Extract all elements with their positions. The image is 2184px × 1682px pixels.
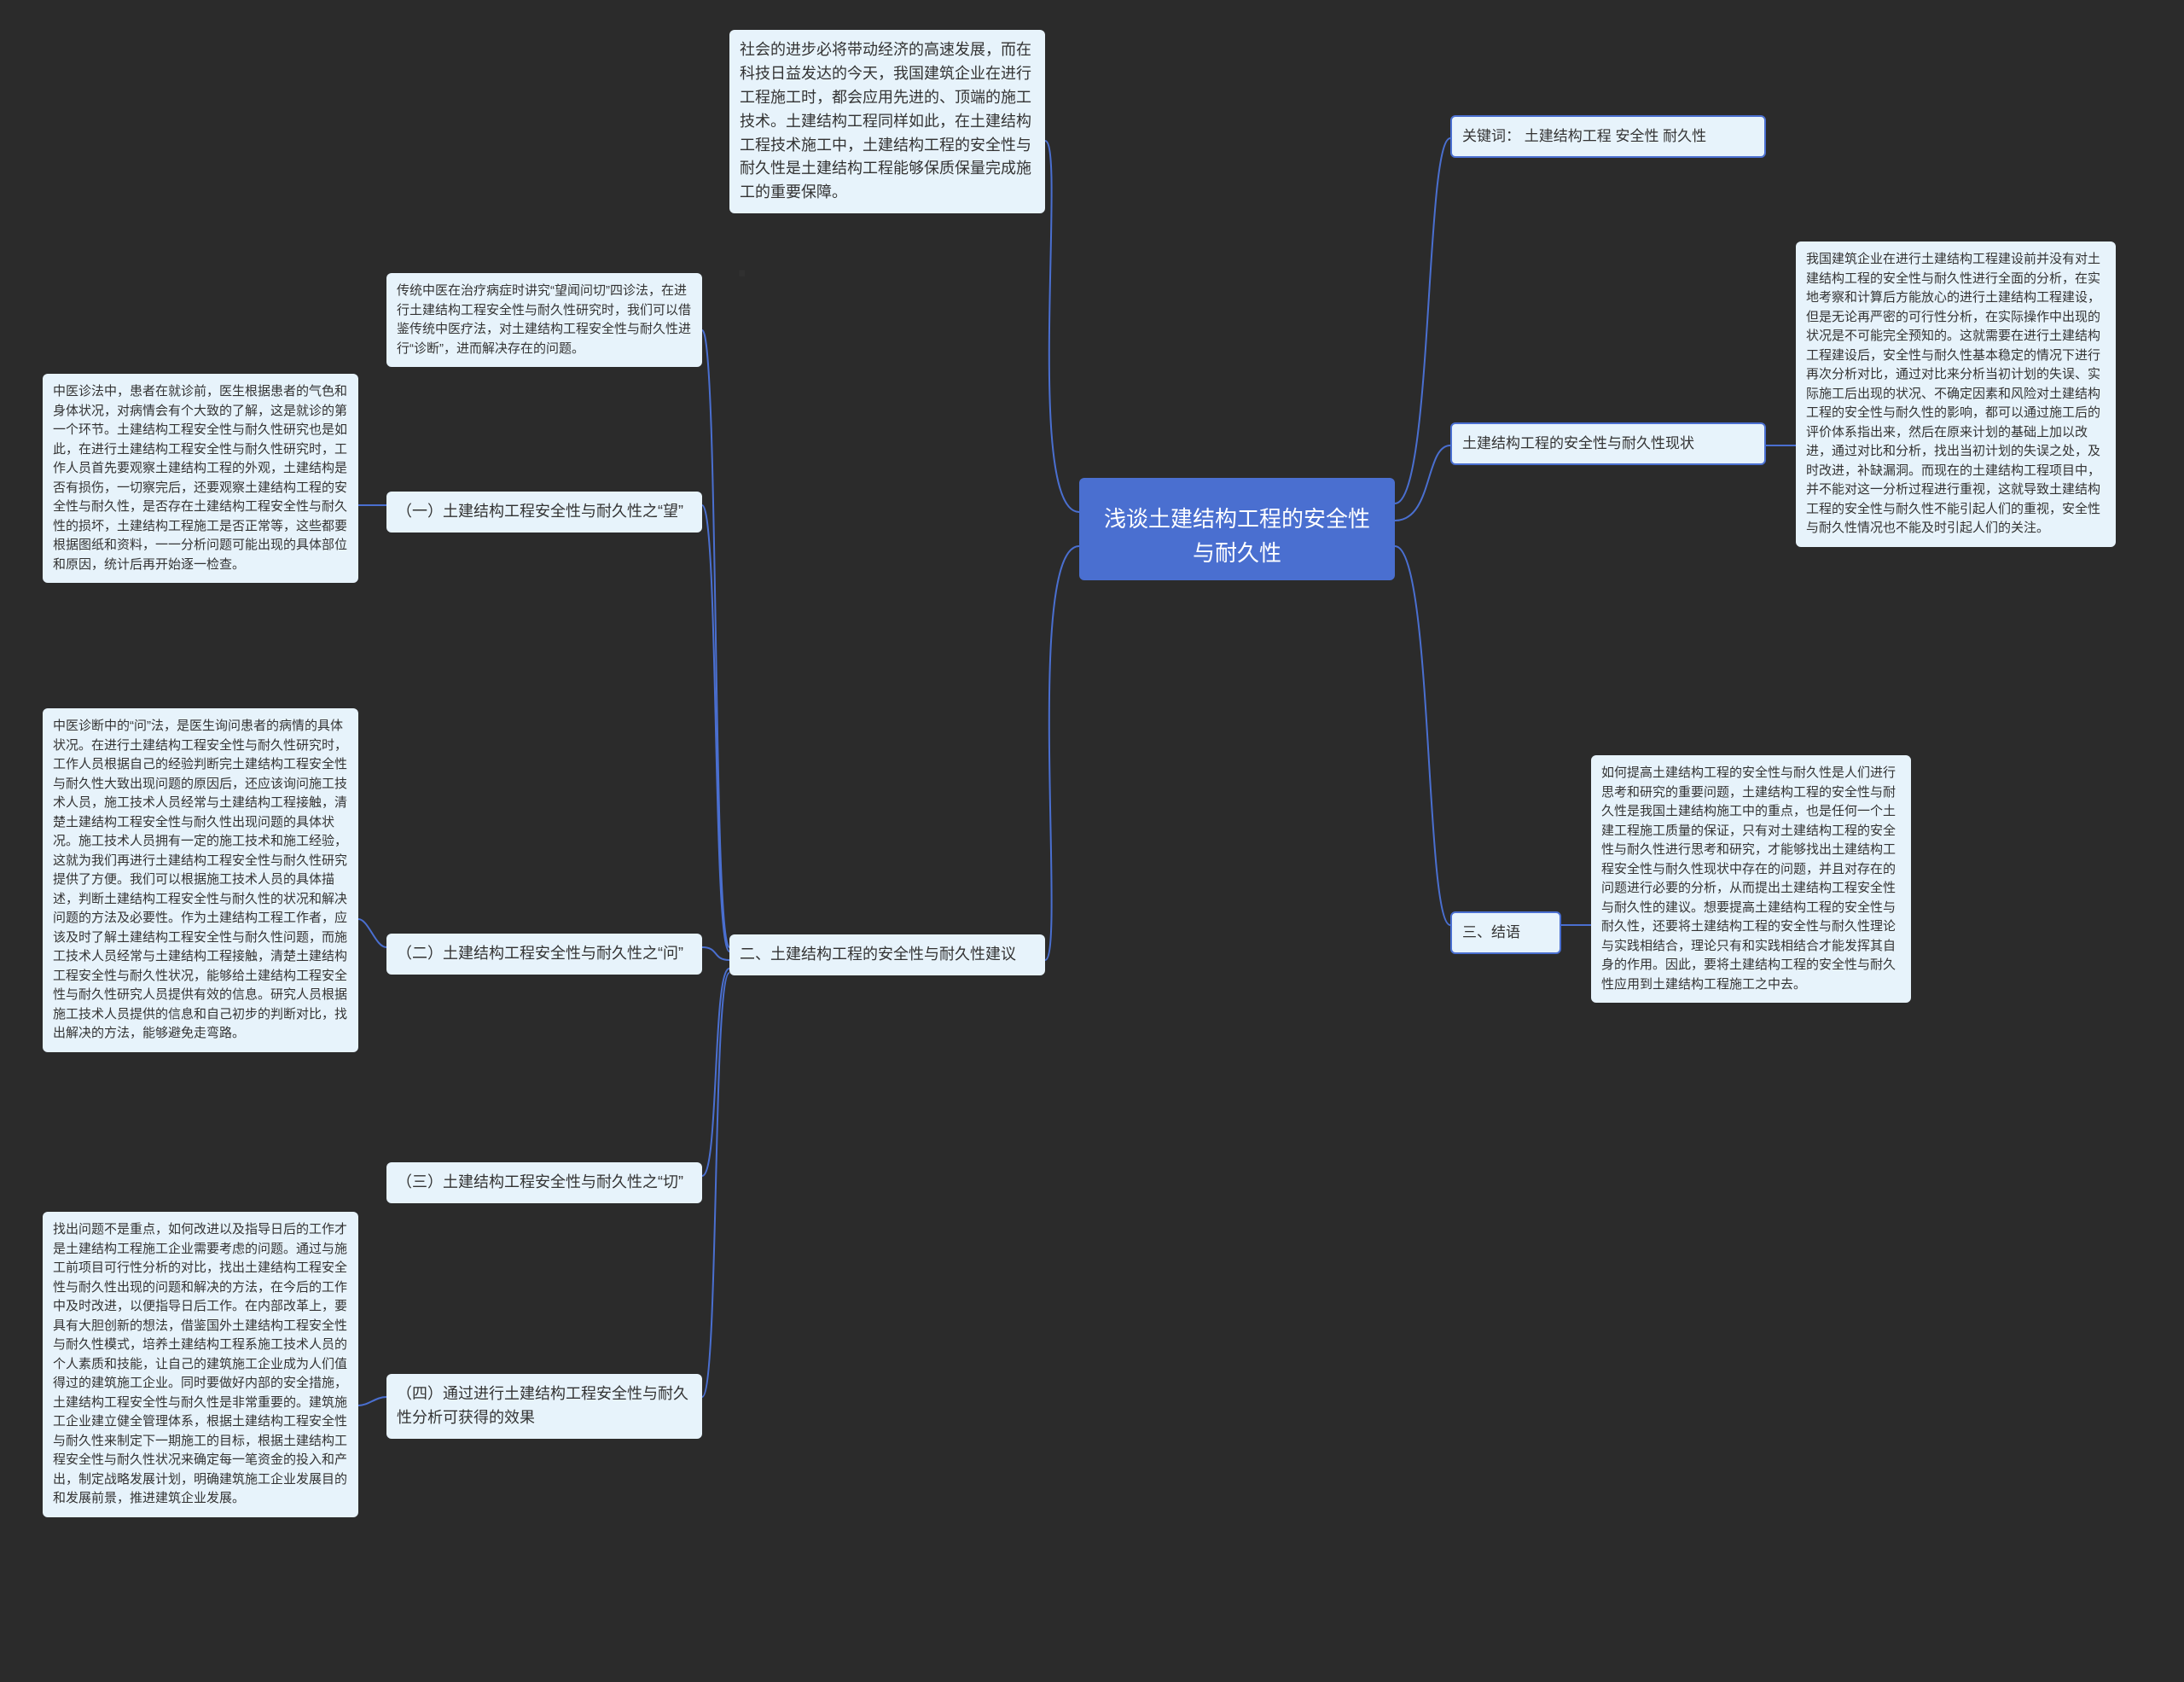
conclusion-node[interactable]: 三、结语 xyxy=(1450,911,1561,954)
keyword-node[interactable]: 关键词： 土建结构工程 安全性 耐久性 xyxy=(1450,115,1766,158)
mindmap-canvas: . 浅谈土建结构工程的安全性与耐久性 社会的进步必将带动经济的高速发展，而在科技… xyxy=(0,0,2184,1682)
conclusion-detail[interactable]: 如何提高土建结构工程的安全性与耐久性是人们进行思考和研究的重要问题，土建结构工程… xyxy=(1591,755,1911,1003)
sub-intro2-node[interactable]: 传统中医在治疗病症时讲究“望闻问切”四诊法，在进行土建结构工程安全性与耐久性研究… xyxy=(386,273,702,367)
sub-intro2-text: 传统中医在治疗病症时讲究“望闻问切”四诊法，在进行土建结构工程安全性与耐久性研究… xyxy=(397,283,691,356)
watermark: . xyxy=(734,222,750,290)
item-4[interactable]: （四）通过进行土建结构工程安全性与耐久性分析可获得的效果 xyxy=(386,1374,702,1439)
conclusion-label: 三、结语 xyxy=(1462,924,1520,940)
item-3[interactable]: （三）土建结构工程安全性与耐久性之“切” xyxy=(386,1162,702,1203)
intro-node[interactable]: 社会的进步必将带动经济的高速发展，而在科技日益发达的今天，我国建筑企业在进行工程… xyxy=(729,30,1045,213)
status-detail[interactable]: 我国建筑企业在进行土建结构工程建设前并没有对土建结构工程的安全性与耐久性进行全面… xyxy=(1796,242,2116,547)
item-1-label: （一）土建结构工程安全性与耐久性之“望” xyxy=(397,503,683,520)
root-node[interactable]: 浅谈土建结构工程的安全性与耐久性 xyxy=(1079,478,1395,580)
conclusion-detail-text: 如何提高土建结构工程的安全性与耐久性是人们进行思考和研究的重要问题，土建结构工程… xyxy=(1601,765,1896,992)
section2-label: 二、土建结构工程的安全性与耐久性建议 xyxy=(740,946,1016,963)
detail-1[interactable]: 中医诊法中，患者在就诊前，医生根据患者的气色和身体状况，对病情会有个大致的了解，… xyxy=(43,374,358,583)
intro-text: 社会的进步必将带动经济的高速发展，而在科技日益发达的今天，我国建筑企业在进行工程… xyxy=(740,41,1031,201)
detail-3-text: 找出问题不是重点，如何改进以及指导日后的工作才是土建结构工程施工企业需要考虑的问… xyxy=(53,1222,347,1505)
status-detail-text: 我国建筑企业在进行土建结构工程建设前并没有对土建结构工程的安全性与耐久性进行全面… xyxy=(1806,252,2100,535)
detail-1-text: 中医诊法中，患者在就诊前，医生根据患者的气色和身体状况，对病情会有个大致的了解，… xyxy=(53,384,347,572)
item-2[interactable]: （二）土建结构工程安全性与耐久性之“问” xyxy=(386,934,702,975)
root-label: 浅谈土建结构工程的安全性与耐久性 xyxy=(1104,506,1370,566)
status-node[interactable]: 土建结构工程的安全性与耐久性现状 xyxy=(1450,422,1766,465)
section2-node[interactable]: 二、土建结构工程的安全性与耐久性建议 xyxy=(729,934,1045,975)
detail-2-text: 中医诊断中的“问”法，是医生询问患者的病情的具体状况。在进行土建结构工程安全性与… xyxy=(53,719,347,1040)
detail-3[interactable]: 找出问题不是重点，如何改进以及指导日后的工作才是土建结构工程施工企业需要考虑的问… xyxy=(43,1212,358,1517)
status-label: 土建结构工程的安全性与耐久性现状 xyxy=(1462,435,1694,451)
keyword-text: 土建结构工程 安全性 耐久性 xyxy=(1525,128,1706,144)
detail-2[interactable]: 中医诊断中的“问”法，是医生询问患者的病情的具体状况。在进行土建结构工程安全性与… xyxy=(43,708,358,1052)
keyword-label: 关键词： xyxy=(1462,128,1520,144)
item-1[interactable]: （一）土建结构工程安全性与耐久性之“望” xyxy=(386,492,702,533)
item-3-label: （三）土建结构工程安全性与耐久性之“切” xyxy=(397,1173,683,1190)
item-4-label: （四）通过进行土建结构工程安全性与耐久性分析可获得的效果 xyxy=(397,1385,688,1426)
item-2-label: （二）土建结构工程安全性与耐久性之“问” xyxy=(397,945,683,962)
